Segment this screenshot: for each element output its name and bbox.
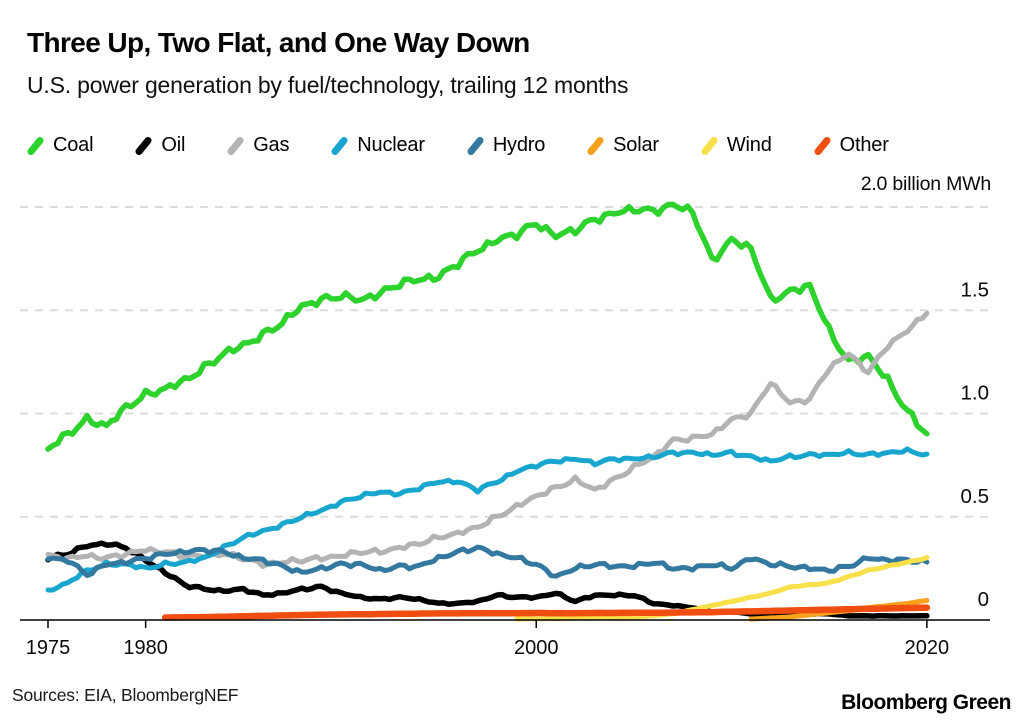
series-line-other bbox=[161, 604, 931, 621]
x-tick-label-1975: 1975 bbox=[26, 637, 71, 659]
series-line-nuclear bbox=[45, 446, 930, 593]
line-chart-plot: 1975 1980 2000 2020 1.5 1.0 0.5 0 bbox=[20, 201, 990, 659]
chart-title: Three Up, Two Flat, and One Way Down bbox=[27, 27, 530, 58]
legend-swatch-hydro-icon bbox=[467, 136, 484, 155]
chart-subtitle: U.S. power generation by fuel/technology… bbox=[27, 72, 629, 98]
series-line-gas bbox=[45, 310, 930, 569]
legend-label-wind: Wind bbox=[726, 134, 772, 156]
x-tick-label-2020: 2020 bbox=[905, 637, 950, 659]
series-line-hydro bbox=[45, 544, 930, 579]
y-tick-label-1.5: 1.5 bbox=[961, 278, 990, 301]
legend-item-nuclear: Nuclear bbox=[331, 134, 425, 157]
legend-label-oil: Oil bbox=[161, 134, 186, 156]
legend-swatch-nuclear-icon bbox=[331, 136, 348, 155]
x-tick-label-1980: 1980 bbox=[123, 637, 168, 659]
legend-swatch-wind-icon bbox=[701, 136, 718, 155]
chart-legend: Coal Oil Gas Nuclear Hydro Solar Wind Other bbox=[27, 134, 889, 157]
legend-label-nuclear: Nuclear bbox=[357, 134, 425, 156]
y-tick-label-1.0: 1.0 bbox=[961, 382, 990, 405]
y-axis-unit-label: 2.0 billion MWh bbox=[860, 173, 992, 195]
legend-item-solar: Solar bbox=[587, 134, 659, 157]
series-line-oil bbox=[45, 540, 930, 619]
y-tick-label-0.5: 0.5 bbox=[961, 485, 990, 508]
legend-item-hydro: Hydro bbox=[467, 134, 545, 157]
legend-swatch-coal-icon bbox=[27, 136, 44, 155]
legend-item-oil: Oil bbox=[135, 134, 185, 157]
legend-item-gas: Gas bbox=[227, 134, 289, 157]
series-line-wind bbox=[514, 555, 930, 622]
series-line-coal bbox=[45, 201, 930, 452]
legend-swatch-gas-icon bbox=[227, 136, 244, 155]
y-tick-label-0: 0 bbox=[978, 588, 989, 611]
legend-item-coal: Coal bbox=[27, 134, 94, 157]
legend-label-other: Other bbox=[839, 134, 889, 156]
legend-label-hydro: Hydro bbox=[492, 134, 546, 156]
legend-swatch-solar-icon bbox=[587, 136, 604, 155]
x-tick-label-2000: 2000 bbox=[514, 637, 559, 659]
legend-label-coal: Coal bbox=[53, 134, 94, 156]
legend-swatch-other-icon bbox=[814, 136, 831, 155]
legend-swatch-oil-icon bbox=[135, 136, 152, 155]
bloomberg-green-logo: Bloomberg Green bbox=[841, 691, 1011, 714]
legend-item-other: Other bbox=[814, 134, 889, 157]
legend-label-gas: Gas bbox=[253, 134, 290, 156]
sources-note: Sources: EIA, BloombergNEF bbox=[12, 685, 239, 705]
legend-label-solar: Solar bbox=[613, 134, 659, 156]
legend-item-wind: Wind bbox=[701, 134, 772, 157]
